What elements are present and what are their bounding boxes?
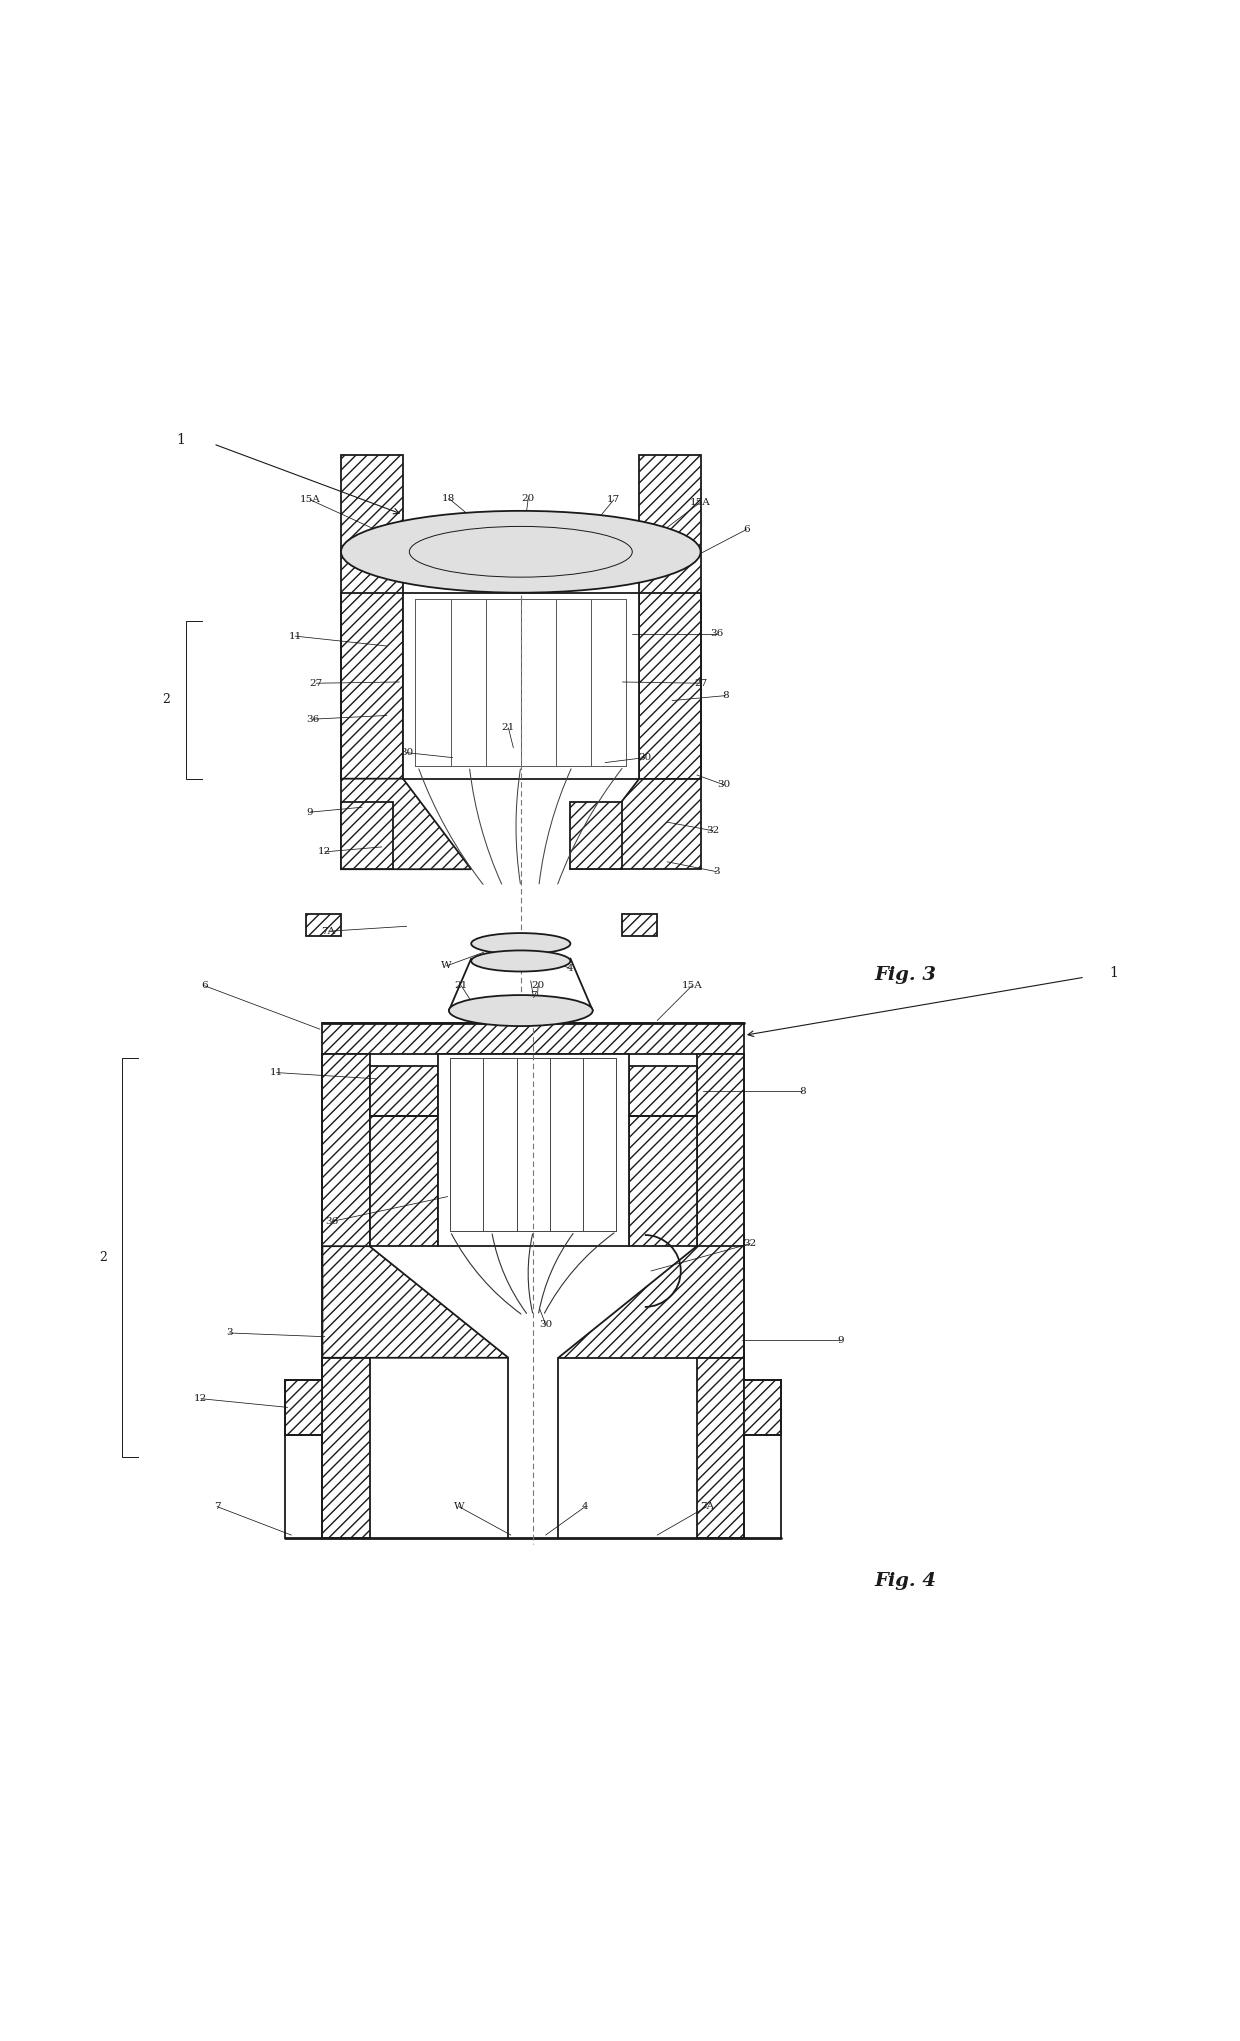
- Text: 18: 18: [443, 494, 455, 502]
- Text: 27: 27: [310, 680, 322, 688]
- Text: 30: 30: [401, 749, 413, 757]
- Text: 17: 17: [608, 496, 620, 504]
- Bar: [570, 802, 622, 869]
- Text: 11: 11: [289, 631, 301, 641]
- Bar: [341, 592, 403, 780]
- Text: 12: 12: [195, 1394, 207, 1404]
- Text: 30: 30: [639, 753, 651, 761]
- Bar: [697, 1357, 744, 1537]
- Text: 4: 4: [582, 1502, 589, 1510]
- Text: 27: 27: [694, 680, 707, 688]
- Text: Fig. 3: Fig. 3: [874, 965, 936, 984]
- Text: 20: 20: [522, 494, 534, 502]
- Bar: [306, 914, 341, 937]
- Text: 7: 7: [213, 1502, 221, 1510]
- Text: 36: 36: [711, 629, 723, 639]
- Bar: [639, 592, 701, 780]
- Ellipse shape: [341, 510, 701, 592]
- Text: 32: 32: [744, 1239, 756, 1249]
- Text: 8: 8: [799, 1086, 806, 1096]
- Bar: [322, 1053, 370, 1272]
- Text: 3: 3: [226, 1329, 233, 1337]
- Text: 6: 6: [743, 525, 750, 535]
- Text: 7A: 7A: [321, 927, 336, 935]
- Bar: [285, 1380, 322, 1435]
- Text: 9: 9: [837, 1337, 844, 1345]
- Text: 7: 7: [529, 992, 537, 1000]
- Text: 15A: 15A: [300, 496, 320, 504]
- Text: 4: 4: [567, 963, 574, 974]
- Bar: [322, 1023, 744, 1053]
- Bar: [370, 1065, 438, 1116]
- Bar: [629, 1116, 697, 1247]
- Bar: [322, 1357, 370, 1537]
- Ellipse shape: [449, 996, 593, 1027]
- Bar: [341, 802, 393, 869]
- Text: Fig. 4: Fig. 4: [874, 1572, 936, 1590]
- Polygon shape: [570, 780, 701, 869]
- Bar: [403, 592, 639, 780]
- Text: 32: 32: [707, 827, 719, 835]
- Text: 2: 2: [99, 1251, 107, 1263]
- Text: 15A: 15A: [682, 982, 702, 990]
- Text: 6: 6: [201, 982, 208, 990]
- Text: 30: 30: [539, 1321, 552, 1329]
- Text: 7A: 7A: [699, 1502, 714, 1510]
- Text: 11: 11: [270, 1067, 283, 1078]
- Text: 21: 21: [455, 982, 467, 990]
- Bar: [697, 1053, 744, 1272]
- Bar: [341, 455, 403, 598]
- Polygon shape: [341, 780, 471, 869]
- Text: W: W: [454, 1502, 464, 1510]
- Bar: [639, 455, 701, 598]
- Text: 30: 30: [718, 780, 730, 790]
- Text: 3: 3: [713, 867, 720, 876]
- Text: W: W: [441, 961, 451, 969]
- Text: 36: 36: [306, 714, 319, 725]
- Text: 20: 20: [532, 982, 544, 990]
- Bar: [629, 1065, 697, 1116]
- Bar: [438, 1053, 629, 1247]
- Polygon shape: [322, 1247, 508, 1357]
- Text: 1: 1: [1109, 965, 1118, 980]
- Text: 36: 36: [326, 1216, 339, 1227]
- Bar: [622, 914, 657, 937]
- Text: 9: 9: [306, 808, 314, 816]
- Text: 15A: 15A: [691, 498, 711, 506]
- Ellipse shape: [471, 933, 570, 953]
- Text: 1: 1: [176, 433, 186, 447]
- Text: 8: 8: [722, 692, 729, 700]
- Text: 12: 12: [319, 847, 331, 857]
- Bar: [370, 1116, 438, 1247]
- Bar: [744, 1380, 781, 1435]
- Ellipse shape: [471, 951, 570, 972]
- Text: 21: 21: [502, 723, 515, 733]
- Ellipse shape: [409, 527, 632, 578]
- Text: 2: 2: [162, 694, 170, 706]
- Polygon shape: [558, 1247, 744, 1357]
